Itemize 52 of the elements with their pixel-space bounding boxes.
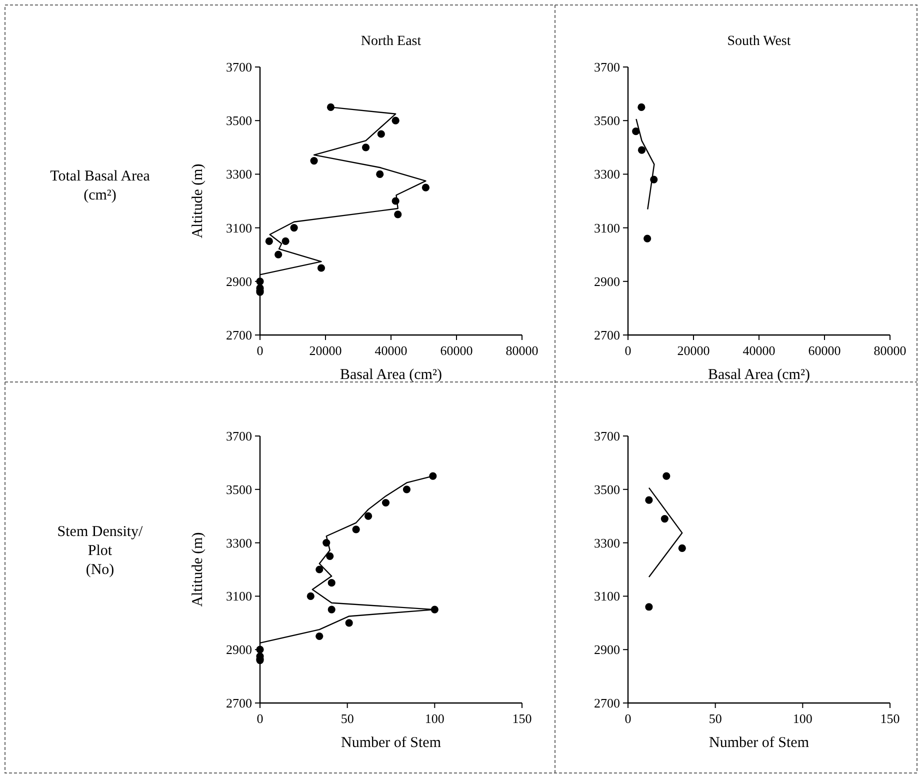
x-tick-label: 100 [424,711,444,726]
y-tick-label: 3700 [594,60,620,74]
y-tick-label: 2900 [594,642,620,658]
y-tick-label: 3700 [226,60,252,74]
y-tick-label: 3700 [594,428,620,444]
y-tick-label: 2900 [226,274,252,289]
x-tick-label: 150 [512,711,532,726]
x-tick-label: 0 [624,343,632,358]
x-axis-title: Number of Stem [341,735,442,751]
x-axis-title: Number of Stem [709,735,810,751]
y-tick-label: 2700 [226,328,252,342]
y-tick-label: 2700 [594,328,620,342]
y-tick-label: 3500 [226,113,252,128]
text: Stem Density/ Plot (No) [57,524,144,578]
y-tick-label: 3300 [226,535,252,550]
x-tick-label: 20000 [677,343,710,358]
x-tick-label: 80000 [506,343,538,358]
x-tick-label: 0 [624,711,632,726]
y-tick-label: 3300 [226,166,252,182]
x-tick-label: 100 [792,711,812,726]
y-tick-label: 3700 [226,428,252,444]
x-tick-label: 150 [880,711,900,726]
x-tick-label: 50 [708,711,722,726]
x-axis-title: Basal Area (cm²) [708,367,810,383]
y-tick-label: 3100 [594,220,620,236]
y-tick-label: 2700 [226,696,252,710]
y-tick-label: 3300 [594,166,620,182]
x-tick-label: 20000 [309,343,342,358]
chart-title: South West [727,34,791,49]
x-axis-title: Basal Area (cm²) [340,367,442,383]
x-tick-label: 60000 [440,343,473,358]
y-tick-label: 2900 [226,642,252,658]
y-axis-title: Altitude (m) [190,532,206,607]
chart-title: North East [360,34,422,49]
y-tick-label: 2700 [594,696,620,710]
x-tick-label: 0 [256,343,264,358]
y-tick-label: 3100 [226,588,252,604]
y-tick-label: 3500 [594,113,620,128]
x-tick-label: 50 [340,711,354,726]
y-tick-label: 3300 [594,535,620,550]
x-tick-label: 0 [256,711,264,726]
y-tick-label: 3500 [226,482,252,497]
x-tick-label: 80000 [874,343,906,358]
y-tick-label: 3100 [594,588,620,604]
y-axis-title: Altitude (m) [190,164,206,238]
y-tick-label: 3500 [594,482,620,497]
x-tick-label: 40000 [742,343,776,358]
x-tick-label: 40000 [374,343,408,358]
y-tick-label: 2900 [594,274,620,289]
text: Total Basal Area (cm²) [50,168,150,204]
y-tick-label: 3100 [226,220,252,236]
x-tick-label: 60000 [808,343,841,358]
